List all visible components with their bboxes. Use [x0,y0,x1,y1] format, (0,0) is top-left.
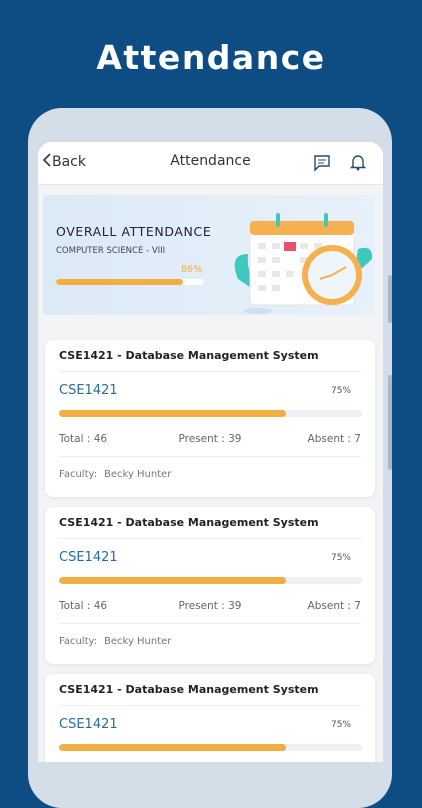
divider [59,456,361,457]
overview-subtitle: COMPUTER SCIENCE - VIII [56,246,166,256]
message-icon[interactable] [313,154,331,172]
attendance-card: CSE1421 - Database Management System CSE1… [45,340,375,497]
absent: Absent : 7 [307,433,361,445]
divider [59,623,361,624]
present: Present : 39 [178,600,242,612]
progress-bar [59,577,287,584]
course-code: CSE1421 [59,383,118,398]
percent: 75% [330,386,351,396]
overview-bar [56,279,184,285]
faculty-label: Faculty: [59,469,98,480]
screen: Back Attendance OVERALL ATTENDANCE COMPU… [38,142,383,762]
faculty-name: Becky Hunter [104,636,172,647]
present: Present : 39 [178,433,242,445]
calendar-illustration [234,213,373,314]
overview-track [56,279,204,285]
progress-track [59,744,362,751]
progress-track [59,410,362,417]
total: Total : 46 [59,433,108,445]
attendance-card: CSE1421 - Database Management System CSE1… [45,674,375,762]
subject: CSE1421 - Database Management System [59,349,319,362]
back-icon [42,153,51,167]
app-bar: Back Attendance [38,142,383,185]
course-code: CSE1421 [59,550,118,565]
back-label: Back [52,154,86,170]
attendance-card: CSE1421 - Database Management System CSE1… [45,507,375,664]
absent: Absent : 7 [307,600,361,612]
page: Attendance Back Attendance OVERALL ATTEN… [28,38,392,808]
overview-banner: OVERALL ATTENDANCE COMPUTER SCIENCE - VI… [43,195,375,315]
overview-title: OVERALL ATTENDANCE [56,224,212,239]
divider [59,705,361,706]
subject: CSE1421 - Database Management System [59,516,319,529]
overview-percent: 86% [181,264,203,275]
course-code: CSE1421 [59,717,118,732]
headline: Attendance [96,38,326,77]
progress-bar [59,744,287,751]
divider [59,538,361,539]
divider [59,371,361,372]
progress-bar [59,410,287,417]
bell-icon[interactable] [349,153,367,171]
faculty-label: Faculty: [59,636,98,647]
app-bar-title: Attendance [170,153,251,169]
progress-track [59,577,362,584]
subject: CSE1421 - Database Management System [59,683,319,696]
faculty-name: Becky Hunter [104,469,172,480]
total: Total : 46 [59,600,108,612]
back-button[interactable]: Back [42,153,86,170]
percent: 75% [330,553,351,563]
side-button [388,275,392,323]
percent: 75% [330,720,351,730]
side-button [388,375,392,470]
